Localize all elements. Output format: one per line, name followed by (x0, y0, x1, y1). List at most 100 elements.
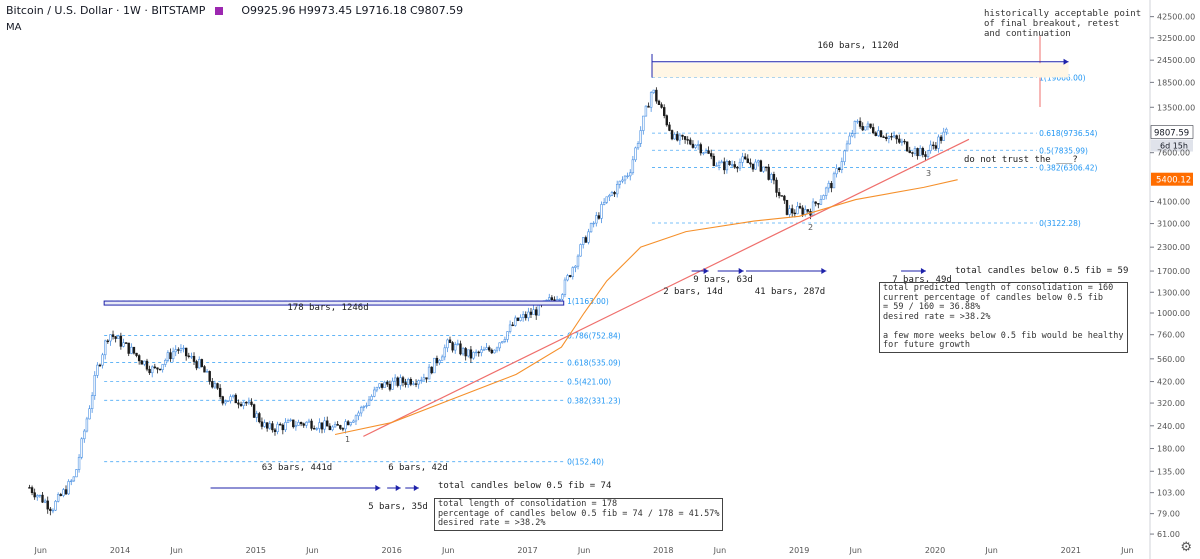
candle (704, 150, 708, 154)
time-tick-label: Jun (1120, 546, 1134, 555)
candle (587, 231, 590, 243)
candle (242, 401, 245, 406)
candle (182, 347, 185, 350)
time-tick-label: 2017 (517, 546, 537, 555)
fib-lines: 1(1163.00) 0.786(752.84) 0.618(535.09) 0.5(… (104, 36, 1098, 467)
candle (417, 380, 420, 385)
candle (114, 336, 117, 339)
ohlc-readout: O9925.96 H9973.45 L9716.18 C9807.59 (241, 4, 466, 17)
candle (824, 187, 828, 196)
candle (621, 179, 624, 182)
candle (676, 134, 679, 141)
candle (412, 383, 415, 385)
fib-label-2018: 0.618(9736.54) (1039, 129, 1097, 138)
candle (399, 377, 402, 386)
candle (689, 139, 692, 145)
candle (851, 133, 854, 137)
candle (686, 139, 689, 141)
candle (177, 349, 180, 351)
settings-gear-icon[interactable]: ⚙ (1180, 540, 1192, 555)
label-41-bars: 41 bars, 287d (755, 287, 825, 297)
candle (231, 394, 235, 397)
candle (474, 351, 478, 354)
candle (367, 399, 371, 406)
candle (132, 346, 136, 354)
candle (292, 419, 295, 428)
label-160-bars: 160 bars, 1120d (817, 41, 898, 51)
candle (835, 168, 838, 175)
candle (339, 425, 342, 429)
candle (122, 342, 125, 347)
price-tick-label: 1000.00 (1157, 309, 1190, 318)
candle (383, 381, 386, 388)
candle (945, 128, 948, 133)
candle (51, 509, 55, 512)
candle (937, 136, 940, 149)
candle (843, 150, 846, 162)
fib-label-2018: 0.382(6306.42) (1039, 163, 1097, 172)
ma-indicator-label[interactable]: MA (6, 22, 22, 33)
candle (730, 164, 734, 166)
candle (791, 208, 794, 214)
candle (93, 375, 96, 396)
candle (260, 421, 264, 427)
time-tick-label: Jun (34, 546, 48, 555)
candle (482, 349, 486, 351)
candle (563, 279, 567, 295)
price-tick-label: 55000.00 (1157, 0, 1195, 1)
price-tick-label: 32500.00 (1157, 34, 1195, 43)
candle (615, 183, 619, 195)
candle (610, 191, 614, 196)
candle (211, 381, 214, 388)
candle (550, 297, 554, 301)
candle (524, 314, 527, 319)
symbol-title[interactable]: Bitcoin / U.S. Dollar · 1W · BITSTAMP (6, 4, 206, 17)
fib-label-2014: 0(152.40) (567, 458, 604, 467)
candle (305, 421, 308, 426)
candle (770, 173, 773, 180)
time-tick-label: Jun (849, 546, 863, 555)
candle (516, 317, 520, 321)
label-total-below-2018: total candles below 0.5 fib = 59 (955, 266, 1128, 276)
candle (939, 136, 943, 141)
candle (111, 334, 115, 337)
price-tick-label: 79.00 (1157, 510, 1180, 519)
candle (216, 383, 219, 389)
candle (268, 423, 271, 429)
measure-6-arrowhead (413, 485, 419, 491)
candle (435, 357, 439, 364)
candle (192, 355, 196, 362)
candle (67, 481, 70, 495)
candle (328, 425, 332, 431)
countdown-label: 6d 15h (1160, 142, 1188, 151)
candle (631, 159, 635, 174)
countdown-badge (1151, 139, 1193, 152)
candle (785, 199, 789, 215)
candle (762, 166, 765, 172)
candle (806, 209, 810, 212)
candle (103, 340, 107, 356)
price-tick-label: 61.00 (1157, 530, 1180, 539)
label-63-bars: 63 bars, 441d (262, 463, 332, 473)
candle (838, 168, 841, 170)
candle (905, 141, 909, 152)
candle (717, 162, 721, 166)
candle (323, 420, 326, 430)
candle (480, 349, 483, 353)
candle (456, 343, 460, 345)
price-tick-label: 320.00 (1157, 399, 1185, 408)
candle (710, 153, 713, 157)
candle (438, 360, 441, 364)
candle (608, 195, 611, 198)
candle (477, 351, 480, 354)
candle (151, 366, 154, 374)
candle (576, 255, 580, 267)
fib-label-2014: 1(1163.00) (567, 297, 609, 306)
candle (519, 317, 522, 321)
candle (537, 303, 541, 316)
candle (754, 161, 757, 170)
candle (106, 340, 110, 342)
candle (629, 172, 632, 177)
candle (224, 401, 227, 404)
